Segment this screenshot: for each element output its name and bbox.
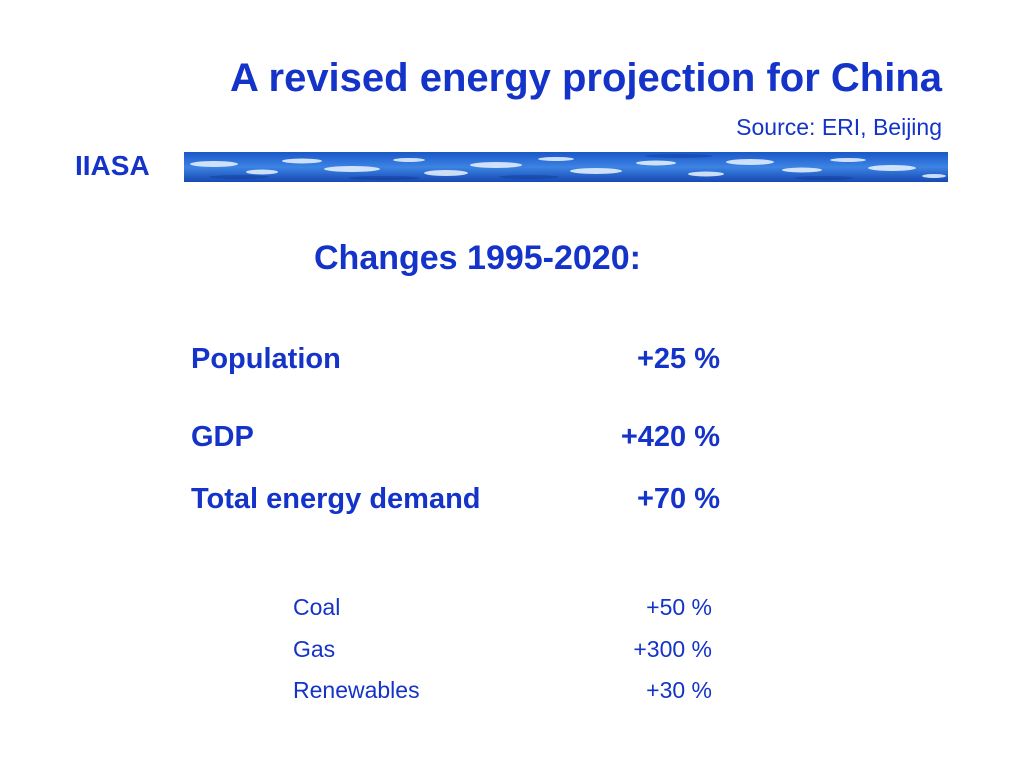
main-row-value: +70 % — [636, 483, 720, 515]
breakdown-row-label: Coal — [293, 594, 341, 620]
breakdown-row-value: +50 % — [646, 594, 712, 620]
main-row-label: Total energy demand — [191, 483, 481, 515]
section-heading: Changes 1995-2020: — [314, 239, 641, 277]
breakdown-row-label: Renewables — [293, 677, 420, 703]
slide-title: A revised energy projection for China — [229, 56, 942, 100]
main-row-value: +420 % — [620, 421, 720, 453]
decorative-band — [184, 152, 948, 182]
source-note: Source: ERI, Beijing — [736, 114, 942, 140]
main-row-value: +25 % — [636, 343, 720, 375]
breakdown-row-value: +300 % — [633, 636, 712, 662]
main-row-label: GDP — [191, 421, 254, 453]
breakdown-row-label: Gas — [293, 636, 336, 662]
main-row-label: Population — [191, 343, 341, 375]
org-label: IIASA — [75, 150, 150, 181]
breakdown-row-value: +30 % — [646, 677, 712, 703]
